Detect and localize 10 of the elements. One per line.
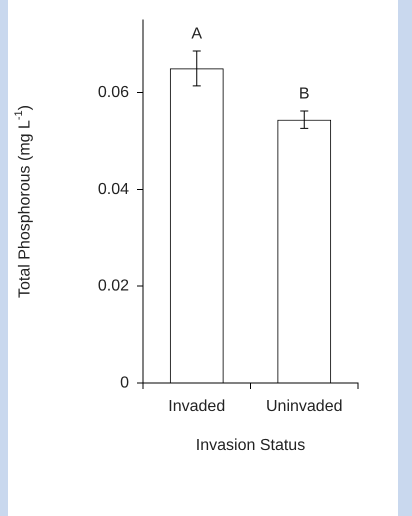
y-tick-label: 0.04: [98, 180, 130, 198]
y-axis-title: Total Phosphorous (mg L-1): [13, 105, 34, 298]
y-tick-label: 0.06: [98, 84, 130, 102]
y-tick-label: 0: [120, 374, 130, 392]
y-tick-label: 0.02: [98, 278, 130, 295]
x-axis-title: Invasion Status: [196, 436, 306, 454]
annotation: A: [191, 25, 202, 42]
annotation: B: [298, 85, 310, 102]
x-tick-label: Invaded: [168, 398, 226, 416]
x-tick-label: Uninvaded: [266, 398, 342, 416]
